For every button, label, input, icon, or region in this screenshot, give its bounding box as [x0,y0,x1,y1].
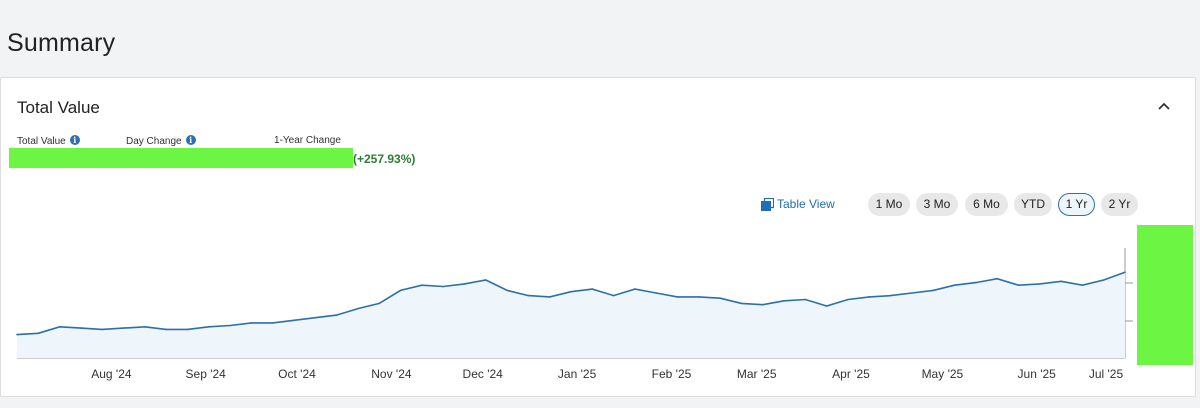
chart-point-31 [676,296,679,298]
redacted-values [9,148,353,168]
range-button-1yr[interactable]: 1 Yr [1058,193,1095,216]
chart-point-20 [442,285,445,288]
chart-point-16 [357,307,359,310]
range-button-2yr[interactable]: 2 Yr [1101,193,1138,216]
chart-point-17 [378,302,381,305]
table-view-icon [761,197,774,211]
chart-point-19 [421,284,423,286]
chart-x-tick-label: Jul '25 [1089,367,1124,381]
chart-point-41 [889,294,892,297]
chart-x-axis: Aug '24 Sep '24 Oct '24 Nov '24 Dec '24 Jan '… [91,367,1123,381]
range-button-1mo[interactable]: 1 Mo [868,193,910,216]
collapse-button[interactable] [1154,97,1174,117]
chart-point-7 [165,328,167,331]
chart-point-22 [485,279,487,281]
chart-x-tick-label: Mar '25 [737,367,777,381]
chart-x-tick-label: Sep '24 [186,367,227,381]
chart-point-33 [719,297,721,299]
chart-point-14 [314,316,317,319]
chart-point-51 [1102,279,1105,281]
chart-point-39 [847,298,849,301]
chart-point-9 [208,326,210,328]
chart-point-50 [1081,284,1084,286]
page-title: Summary [7,29,116,57]
chart-x-tick-label: Feb '25 [652,367,692,381]
chart-point-28 [612,294,615,297]
chart-x-tick-label: Oct '24 [278,367,316,381]
info-icon[interactable]: i [69,135,80,145]
chart-plot-area [16,248,1133,359]
range-button-3mo[interactable]: 3 Mo [916,193,958,216]
chart-point-35 [762,303,764,306]
chart-point-40 [868,296,871,298]
chart-point-25 [548,296,551,298]
year-change-percent: (+257.93%) [353,152,416,166]
chart-point-18 [399,289,402,292]
chart-point-42 [911,292,913,294]
chart-point-45 [975,281,977,284]
chart-point-15 [335,314,338,316]
chart-point-32 [698,296,700,298]
chart-point-12 [271,322,274,324]
day-change-label: Day Change i [126,135,196,147]
chart-point-52 [1124,271,1126,273]
chart-point-37 [804,298,807,301]
chart-point-11 [250,322,253,324]
chart-point-23 [506,289,508,292]
chart-point-30 [655,292,657,294]
chart-point-24 [527,294,530,297]
chart-point-10 [229,324,231,327]
chart-point-2 [58,326,61,328]
chart-point-21 [463,283,466,285]
year-change-label: 1-Year Change [274,135,341,146]
chart-area-fill [17,272,1125,358]
chart-point-6 [144,326,146,328]
chart-point-0 [16,333,18,336]
chart-x-tick-label: Jan '25 [558,367,597,381]
chart-point-49 [1060,280,1062,283]
chart-x-tick-label: Dec '24 [463,367,504,381]
chart-x-tick-label: Apr '25 [832,367,870,381]
chart-point-29 [634,288,636,290]
value-chart: Aug '24 Sep '24 Oct '24 Nov '24 Dec '24 Jan '… [16,248,1133,381]
chart-x-tick-label: Nov '24 [371,367,412,381]
chart-point-48 [1039,283,1041,285]
chart-point-43 [932,289,934,292]
redacted-axis-values [1137,225,1193,365]
chart-point-44 [953,284,956,286]
chart-x-tick-label: Aug '24 [91,367,132,381]
chart-point-38 [825,305,828,307]
chart-point-34 [740,302,743,305]
total-value-card: Total Value Total Value i Day Change i 1-Y… [0,77,1196,397]
chart-point-36 [783,300,785,302]
chart-point-1 [37,332,40,335]
range-button-6mo[interactable]: 6 Mo [965,193,1008,216]
chart-point-47 [1017,284,1020,286]
chevron-up-icon [1158,102,1170,110]
total-value-label: Total Value i [17,135,80,147]
chart-point-46 [996,277,998,280]
card-title: Total Value [17,98,100,117]
chart-x-tick-label: May '25 [922,367,964,381]
chart-x-tick-label: Jun '25 [1018,367,1057,381]
chart-point-4 [101,328,103,331]
info-icon[interactable]: i [185,135,196,145]
chart-point-8 [186,328,189,331]
range-button-ytd[interactable]: YTD [1014,193,1052,216]
table-view-link[interactable]: Table View [761,197,835,211]
chart-point-26 [570,290,572,293]
chart-point-3 [80,327,82,329]
chart-point-5 [122,327,125,329]
chart-point-13 [293,319,295,322]
chart-point-27 [591,288,594,290]
